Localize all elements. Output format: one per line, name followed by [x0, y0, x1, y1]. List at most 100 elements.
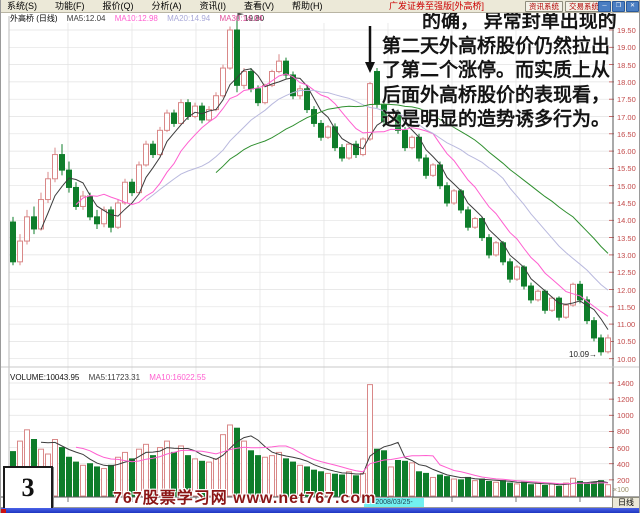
- annotation-line: 的确， 异常封单出现的: [422, 11, 617, 32]
- price-axis-label: 13.00: [617, 250, 636, 260]
- volume-bar: [458, 479, 464, 497]
- candle-body: [276, 60, 282, 73]
- volume-bar: [388, 466, 394, 497]
- candle-body: [73, 186, 79, 207]
- candle-body: [31, 216, 37, 230]
- candle-body: [234, 29, 240, 86]
- candle-body: [164, 112, 170, 131]
- candle-body: [150, 143, 156, 156]
- price-axis-label: 18.50: [617, 60, 636, 70]
- volume-bar: [80, 464, 86, 497]
- volume-axis-label: 1400: [617, 379, 634, 388]
- annotation-text: 的确， 异常封单出现的 第二天外高桥股价仍然拉出 了第二个涨停。而实质上从 后面…: [382, 10, 639, 133]
- candle-body: [325, 126, 331, 138]
- candle-body: [472, 218, 478, 228]
- close-button[interactable]: ✕: [626, 1, 639, 12]
- volume-bar: [129, 458, 135, 497]
- volume-bar: [465, 476, 471, 497]
- menu-quote[interactable]: 报价(Q): [102, 1, 134, 11]
- volume-axis-label: 1000: [617, 411, 634, 421]
- price-axis-label: 10.50: [617, 337, 636, 347]
- menu-function[interactable]: 功能(F): [55, 1, 85, 11]
- volume-bar: [500, 480, 506, 497]
- annotation-arrow-head: [365, 62, 375, 73]
- candle-body: [507, 261, 513, 280]
- annotation-line: 第二天外高桥股价仍然拉出: [382, 35, 611, 57]
- volume-bar: [339, 474, 345, 497]
- volume-bar: [178, 445, 184, 497]
- minimize-button[interactable]: ─: [598, 1, 611, 12]
- candle-body: [395, 112, 401, 131]
- candle-body: [262, 84, 268, 104]
- menu-help[interactable]: 帮助(H): [292, 1, 323, 11]
- price-axis-label: 14.00: [617, 216, 636, 226]
- volume-bar: [297, 464, 303, 497]
- volume-bar: [157, 447, 163, 497]
- volume-ma5-line: [40, 435, 609, 486]
- volume-bar: [52, 439, 58, 497]
- candle-body: [493, 242, 499, 256]
- volume-bar: [150, 455, 156, 497]
- candle-body: [311, 109, 317, 124]
- volume-axis-label: 200: [617, 475, 630, 485]
- candle-body: [227, 29, 233, 69]
- price-axis-label: 14.50: [617, 199, 636, 208]
- volume-bar: [248, 450, 254, 497]
- menu-analysis[interactable]: 分析(A): [151, 1, 182, 11]
- candle-body: [514, 266, 520, 280]
- volume-bar: [346, 471, 352, 497]
- volume-bar: [290, 461, 296, 497]
- menu-system[interactable]: 系统(S): [7, 1, 37, 11]
- price-ma30-line: [215, 103, 609, 254]
- candle-body: [45, 178, 51, 201]
- volume-bar: [276, 451, 282, 497]
- price-axis-label: 12.50: [617, 268, 636, 278]
- candle-body: [535, 290, 541, 301]
- volume-axis-label: 600: [617, 443, 630, 453]
- volume-bar: [241, 440, 247, 497]
- candle-body: [605, 337, 611, 353]
- volume-bar: [185, 455, 191, 497]
- corner-marker: [1, 509, 6, 513]
- volume-axis-label: 800: [617, 427, 630, 437]
- candle-body: [367, 83, 373, 140]
- restore-button[interactable]: ❐: [612, 1, 625, 12]
- volume-bar: [73, 461, 79, 497]
- candle-body: [206, 109, 212, 121]
- volume-bar: [367, 384, 373, 497]
- volume-bar: [598, 480, 604, 497]
- candle-body: [10, 221, 16, 263]
- volume-bar: [59, 447, 65, 497]
- annotation-line: 了第二个涨停。而实质上从: [382, 60, 611, 81]
- candle-body: [52, 154, 58, 180]
- volume-bar: [199, 460, 205, 497]
- stock-name-period: 外高桥 (日线): [10, 14, 58, 23]
- volume-axis-label: 1200: [617, 395, 634, 405]
- price-axis-label: 11.00: [617, 320, 636, 330]
- volume-bar: [164, 440, 170, 497]
- candle-body: [409, 136, 415, 149]
- menu-view[interactable]: 查看(V): [244, 1, 274, 11]
- volume-bar: [570, 477, 576, 497]
- info-system-button[interactable]: 资讯系统: [525, 1, 563, 12]
- candle-body: [402, 129, 408, 149]
- candle-body: [269, 71, 275, 86]
- candle-body: [598, 337, 604, 353]
- volume-bar: [542, 485, 548, 497]
- date-highlight-tag[interactable]: 2008/03/25-: [364, 498, 424, 507]
- volume-bar: [220, 434, 226, 497]
- volume-bar: [206, 461, 212, 497]
- candle-body: [528, 285, 534, 301]
- volume-bar: [423, 472, 429, 497]
- volume-bar: [227, 424, 233, 497]
- price-ma5-line: [40, 68, 609, 330]
- candle-body: [584, 299, 590, 322]
- volume-bar: [535, 482, 541, 497]
- candle-body: [556, 297, 562, 318]
- volume-bar: [563, 482, 569, 497]
- candle-body: [486, 237, 492, 256]
- price-axis-label: 15.50: [617, 164, 636, 174]
- menu-info[interactable]: 资讯(I): [199, 1, 227, 11]
- volume-bar: [143, 443, 149, 497]
